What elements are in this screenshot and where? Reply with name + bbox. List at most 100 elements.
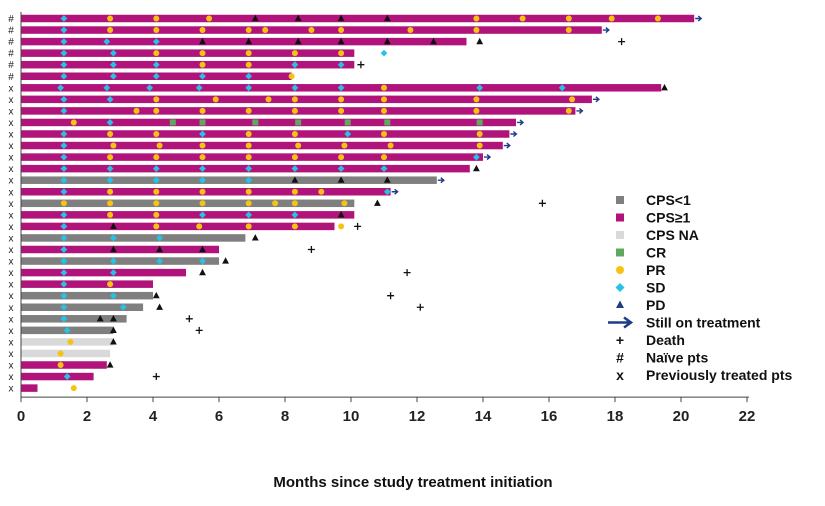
patient-bar-30 xyxy=(21,349,111,358)
death-marker-23 xyxy=(403,269,411,277)
row-label-25: x xyxy=(9,291,14,302)
event-pr-2-7 xyxy=(308,27,315,34)
event-pd-15-6 xyxy=(291,176,299,183)
x-tick-label-2: 2 xyxy=(83,408,91,425)
event-pr-5-5 xyxy=(245,61,252,68)
event-pr-9-5 xyxy=(245,107,252,114)
event-pr-9-9 xyxy=(473,107,480,114)
legend-item-cps_ge1: CPS≥1 xyxy=(616,210,690,226)
event-cr-10-6 xyxy=(295,119,302,126)
legend-swatch-cps_ge1 xyxy=(616,213,624,222)
event-sd-15-5 xyxy=(245,176,253,184)
event-pr-17-2 xyxy=(107,200,114,207)
event-pd-3-9 xyxy=(430,37,437,45)
patient-bar-4 xyxy=(21,49,355,57)
event-sd-15-2 xyxy=(106,176,114,184)
event-sd-15-4 xyxy=(199,176,206,184)
event-sd-4-8 xyxy=(380,49,388,57)
event-sd-14-4 xyxy=(199,165,206,173)
event-pr-10-1 xyxy=(70,119,77,126)
patient-bar-33 xyxy=(21,384,38,392)
x-axis: 0 2 4 6 8 10 12 14 16 18 20 22 xyxy=(17,12,755,425)
event-pr-2-11 xyxy=(565,27,572,34)
event-sd-5-2 xyxy=(110,61,117,69)
ongoing-arrow-11 xyxy=(510,130,518,138)
event-pr-17-3 xyxy=(153,200,160,207)
legend-label-cr: CR xyxy=(646,245,666,261)
x-tick-label-0: 0 xyxy=(17,408,25,425)
patient-bar-26 xyxy=(21,303,144,311)
event-pr-2-10 xyxy=(473,27,480,34)
legend-item-arrow: Still on treatment xyxy=(608,315,761,331)
row-label-21: x xyxy=(9,245,14,256)
event-sd-15-3 xyxy=(152,176,160,184)
legend-item-pr: PR xyxy=(616,262,665,278)
event-pd-25-3 xyxy=(152,291,160,299)
event-pr-11-8 xyxy=(381,131,387,137)
patient-bar-13 xyxy=(21,153,483,161)
patient-bar-32 xyxy=(21,372,94,381)
patient-bar-3 xyxy=(21,37,467,46)
event-sd-5-6 xyxy=(291,61,299,69)
event-pr-11-9 xyxy=(476,131,483,137)
x-tick-label-20: 20 xyxy=(673,408,690,425)
event-sd-6-4 xyxy=(199,72,206,80)
row-label-28: x xyxy=(9,326,14,337)
event-pr-1-10 xyxy=(519,15,526,22)
legend-item-prev: x Previously treated pts xyxy=(616,367,792,383)
event-pr-8-7 xyxy=(338,96,345,103)
event-sd-8-2 xyxy=(106,95,114,103)
event-pr-4-3 xyxy=(153,50,160,57)
x-tick-label-16: 16 xyxy=(541,408,558,425)
legend-item-pd: PD xyxy=(616,297,665,313)
x-axis-title: Months since study treatment initiation xyxy=(273,474,552,491)
event-pr-13-5 xyxy=(245,154,252,161)
row-label-6: # xyxy=(8,72,14,83)
event-pr-11-3 xyxy=(153,131,160,137)
event-pr-17-1 xyxy=(60,200,67,207)
event-sd-14-5 xyxy=(245,165,253,173)
event-pr-18-3 xyxy=(153,211,160,218)
event-pd-20-4 xyxy=(251,234,259,241)
event-pd-15-8 xyxy=(383,176,391,183)
event-pd-3-5 xyxy=(245,37,253,45)
event-sd-7-2 xyxy=(103,84,111,92)
event-sd-18-5 xyxy=(245,211,253,219)
ongoing-arrow-2 xyxy=(602,27,610,34)
event-sd-27-1 xyxy=(60,315,68,323)
event-pr-13-6 xyxy=(291,154,298,161)
event-sd-22-4 xyxy=(199,257,206,265)
event-pr-19-5 xyxy=(245,223,252,230)
event-sd-3-1 xyxy=(60,38,68,45)
patient-bar-5 xyxy=(21,60,355,69)
event-pr-12-9 xyxy=(476,142,483,149)
row-label-31: x xyxy=(9,361,14,372)
event-sd-18-4 xyxy=(199,211,206,219)
patient-bar-18 xyxy=(21,211,355,219)
event-pd-26-3 xyxy=(156,303,163,310)
event-pr-4-7 xyxy=(338,50,345,57)
event-sd-14-1 xyxy=(60,165,68,173)
patient-bar-16 xyxy=(21,188,391,196)
event-pr-12-7 xyxy=(341,142,348,149)
event-pr-2-8 xyxy=(338,27,345,34)
legend-item-death: + Death xyxy=(616,332,685,348)
event-pd-23-3 xyxy=(199,268,206,276)
legend-label-cps_ge1: CPS≥1 xyxy=(646,210,690,226)
event-pr-8-5 xyxy=(265,96,272,103)
event-pd-28-2 xyxy=(110,326,117,333)
event-pr-4-4 xyxy=(199,50,206,57)
event-pr-5-4 xyxy=(199,61,206,68)
ongoing-arrow-15 xyxy=(437,177,445,184)
event-sd-14-3 xyxy=(152,165,160,173)
row-label-2: # xyxy=(8,26,14,37)
event-pr-17-6 xyxy=(272,200,279,207)
event-sd-14-6 xyxy=(291,165,299,173)
event-pr-1-9 xyxy=(473,15,480,22)
event-sd-7-7 xyxy=(337,84,345,92)
event-sd-11-4 xyxy=(199,130,206,138)
event-sd-1-1 xyxy=(60,15,68,22)
patient-bar-17 xyxy=(21,199,355,208)
row-label-3: # xyxy=(8,37,14,48)
